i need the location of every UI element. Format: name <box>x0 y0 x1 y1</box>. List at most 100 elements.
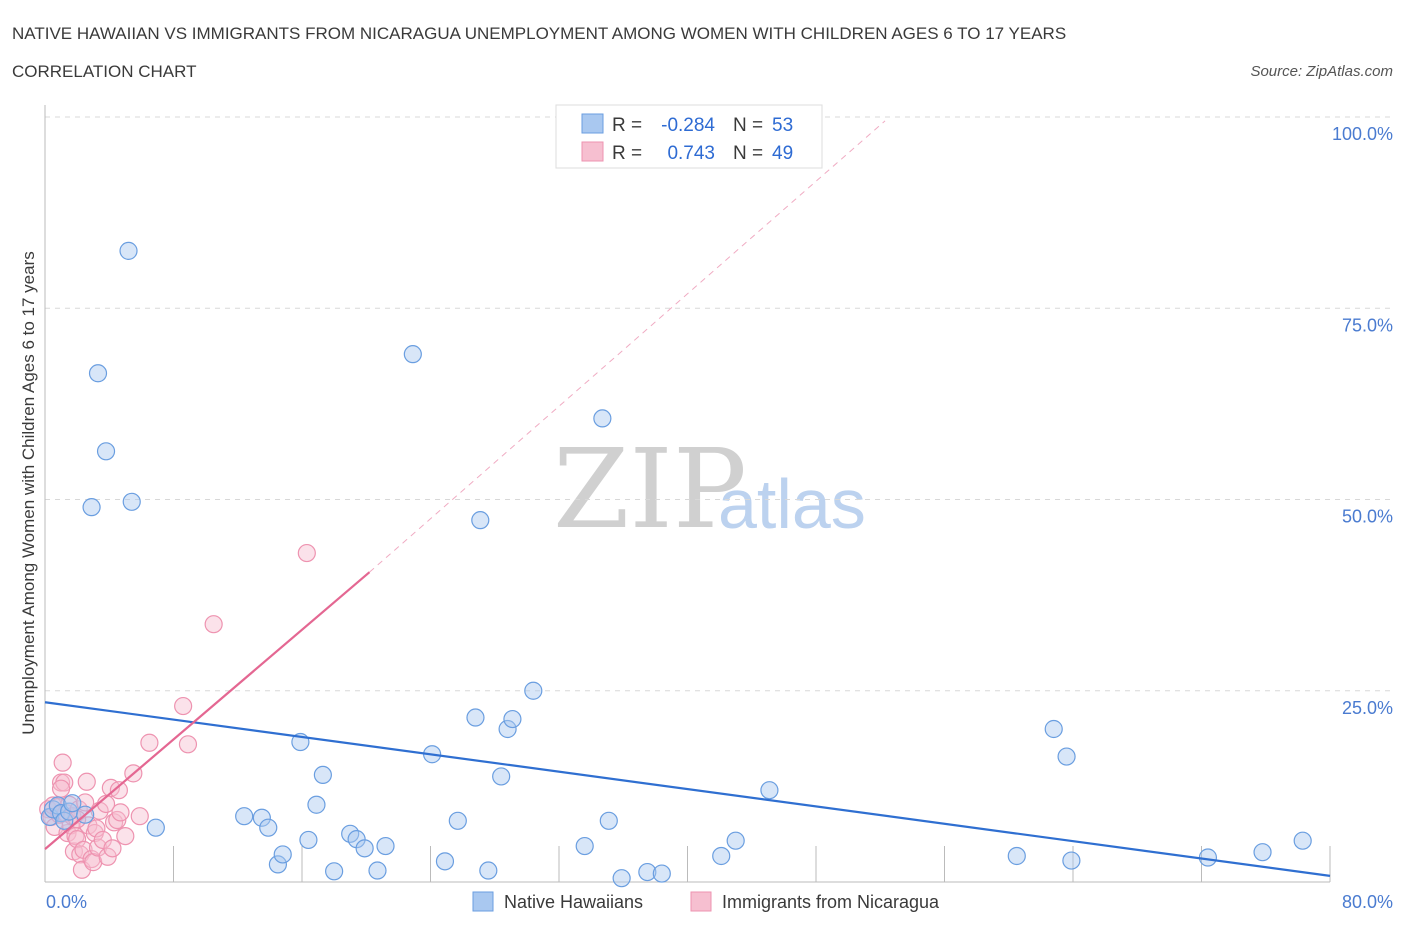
legend-r-value-2: 0.743 <box>667 143 715 164</box>
legend-r-value-1: -0.284 <box>661 115 715 136</box>
nicaragua-point <box>109 781 128 800</box>
y-axis-title: Unemployment Among Women with Children A… <box>19 251 38 735</box>
native-hawaiian-point <box>63 794 82 813</box>
nicaragua-point <box>103 839 122 858</box>
legend-n-value-2: 49 <box>772 143 793 164</box>
native-hawaiian-point <box>498 719 517 739</box>
trend-line-native-hawaiians <box>44 701 1331 877</box>
trend-line-nicaragua-extension <box>369 120 886 573</box>
native-hawaiian-point <box>1062 851 1081 870</box>
nicaragua-point <box>174 696 193 716</box>
nicaragua-point <box>140 733 159 752</box>
native-hawaiian-point <box>1293 831 1312 850</box>
native-hawaiian-point <box>638 862 657 882</box>
legend-r-label-2: R = <box>612 143 642 164</box>
nicaragua-point <box>178 735 198 754</box>
native-hawaiian-point <box>599 811 618 830</box>
native-hawaiian-point <box>448 811 467 830</box>
bottom-legend-swatch-pink <box>690 891 712 912</box>
native-hawaiian-point <box>252 808 271 827</box>
native-hawaiian-point <box>307 795 326 814</box>
native-hawaiian-point <box>726 831 745 850</box>
native-hawaiian-point <box>652 864 671 883</box>
native-hawaiian-point <box>492 767 511 786</box>
y-tick-label-0: 100.0% <box>1332 124 1393 144</box>
nicaragua-point <box>104 813 124 832</box>
nicaragua-point <box>53 753 72 772</box>
native-hawaiian-point <box>325 862 344 881</box>
native-hawaiian-point <box>712 846 731 866</box>
bottom-legend-label-2: Immigrants from Nicaragua <box>722 892 940 912</box>
native-hawaiian-point <box>368 861 387 880</box>
native-hawaiian-point <box>88 364 108 383</box>
y-tick-label-3: 25.0% <box>1342 698 1393 718</box>
watermark-zip: ZIP <box>553 425 747 553</box>
native-hawaiian-point <box>1253 843 1272 862</box>
nicaragua-point <box>87 819 106 838</box>
nicaragua-point <box>98 847 117 866</box>
correlation-legend: R = -0.284 N = 53 R = 0.743 N = 49 <box>555 104 823 169</box>
legend-n-label-2: N = <box>733 143 763 164</box>
nicaragua-point <box>111 803 130 822</box>
axes <box>44 105 1331 883</box>
grid-lines <box>45 116 1393 692</box>
legend-swatch-blue <box>581 113 604 134</box>
native-hawaiian-point <box>55 811 74 830</box>
bottom-legend-swatch-blue <box>472 891 494 912</box>
legend-n-label-1: N = <box>733 115 763 136</box>
nicaragua-point <box>297 543 316 563</box>
trend-line-nicaragua <box>44 571 371 850</box>
nicaragua-point <box>116 826 135 846</box>
native-hawaiian-point <box>259 818 278 837</box>
native-hawaiian-point <box>273 845 292 864</box>
native-hawaiian-point <box>268 855 288 874</box>
native-hawaiian-point <box>119 241 138 260</box>
native-hawaiian-point <box>435 852 455 871</box>
chart-subtitle: CORRELATION CHART <box>12 62 197 81</box>
native-hawaiian-point <box>760 781 779 800</box>
nicaragua-point <box>204 615 223 634</box>
native-hawaiian-point <box>355 839 374 858</box>
native-hawaiian-point <box>122 492 141 511</box>
native-hawaiian-point <box>471 511 490 530</box>
y-tick-label-1: 75.0% <box>1342 315 1393 335</box>
chart-title: NATIVE HAWAIIAN VS IMMIGRANTS FROM NICAR… <box>12 24 1066 43</box>
series-native-hawaiians-points <box>40 241 1312 888</box>
legend-n-value-1: 53 <box>772 115 793 136</box>
nicaragua-point <box>68 830 87 849</box>
native-hawaiian-point <box>376 836 395 856</box>
native-hawaiian-point <box>612 869 631 888</box>
watermark-atlas: atlas <box>718 465 866 543</box>
native-hawaiian-point <box>575 836 594 856</box>
y-tick-label-2: 50.0% <box>1342 507 1393 527</box>
native-hawaiian-point <box>299 830 318 850</box>
native-hawaiian-point <box>313 765 332 785</box>
series-legend: Native Hawaiians Immigrants from Nicarag… <box>472 891 940 912</box>
native-hawaiian-point <box>503 709 522 729</box>
watermark: ZIP atlas <box>553 425 866 553</box>
native-hawaiian-point <box>479 861 498 880</box>
native-hawaiian-point <box>146 818 165 837</box>
native-hawaiian-point <box>1044 719 1063 739</box>
native-hawaiian-point <box>403 345 422 364</box>
native-hawaiian-point <box>466 708 485 727</box>
native-hawaiian-point <box>96 442 116 461</box>
x-tick-label-left: 0.0% <box>46 892 87 912</box>
native-hawaiian-point <box>235 807 254 826</box>
native-hawaiian-point <box>524 681 543 700</box>
native-hawaiian-point <box>1057 747 1076 766</box>
native-hawaiian-point <box>82 498 101 517</box>
native-hawaiian-point <box>593 409 612 428</box>
source-label: Source: ZipAtlas.com <box>1250 63 1393 80</box>
nicaragua-point <box>77 772 96 791</box>
nicaragua-point <box>51 779 71 798</box>
trend-lines <box>44 120 1331 877</box>
legend-swatch-pink <box>581 141 604 162</box>
y-tick-labels: 100.0% 75.0% 50.0% 25.0% <box>1332 124 1393 718</box>
legend-r-label-1: R = <box>612 115 642 136</box>
x-tick-label-right: 80.0% <box>1342 892 1393 912</box>
nicaragua-point <box>82 849 101 869</box>
nicaragua-point <box>130 807 149 826</box>
bottom-legend-label-1: Native Hawaiians <box>504 892 643 912</box>
